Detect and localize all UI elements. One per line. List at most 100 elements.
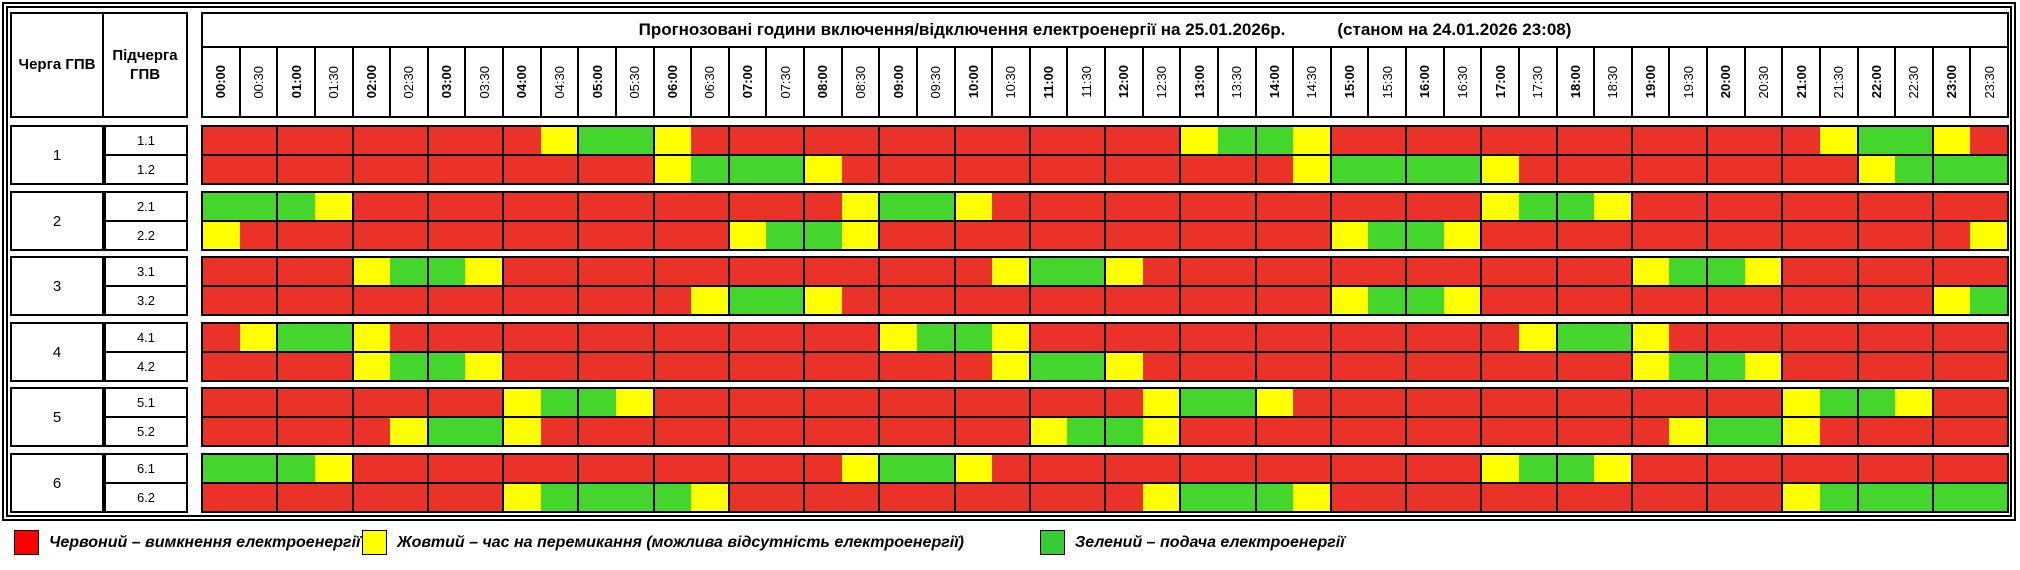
schedule-slot [1555, 418, 1595, 445]
schedule-slot [1142, 287, 1180, 314]
schedule-slot [953, 258, 993, 285]
schedule-slot [1405, 258, 1444, 285]
yellow-swatch-icon [362, 530, 387, 555]
schedule-slot [1931, 287, 1971, 314]
schedule-slot [691, 418, 728, 445]
schedule-slot [1254, 127, 1294, 154]
schedule-slot [390, 324, 427, 351]
schedule-slot [577, 222, 616, 249]
schedule-slot [878, 193, 917, 220]
schedule-slot [1819, 258, 1857, 285]
schedule-slot [652, 353, 692, 380]
schedule-slot [1594, 324, 1631, 351]
schedule-slot [390, 455, 427, 482]
schedule-slot [426, 455, 466, 482]
schedule-slot [1329, 484, 1369, 511]
schedule-slot [727, 484, 767, 511]
schedule-slot [803, 484, 842, 511]
schedule-slot [1179, 324, 1218, 351]
time-label: 21:30 [1820, 48, 1859, 116]
schedule-slot [239, 324, 277, 351]
schedule-slot [1104, 156, 1143, 183]
queue-block: 1 1.1 1.2 [10, 125, 2009, 185]
schedule-slot [314, 258, 352, 285]
schedule-slot [1594, 484, 1631, 511]
schedule-slot [276, 222, 315, 249]
schedule-slot [1217, 222, 1255, 249]
schedule-slot [652, 156, 692, 183]
subqueue-labels: 2.1 2.2 [104, 191, 188, 251]
schedule-slot [1970, 222, 2007, 249]
schedule-slot [1254, 287, 1294, 314]
schedule-slot [1067, 193, 1104, 220]
schedule-slot [803, 353, 842, 380]
schedule-slot [1744, 287, 1782, 314]
schedule-slot [803, 418, 842, 445]
time-label: 05:30 [616, 48, 655, 116]
schedule-slot [1028, 484, 1068, 511]
schedule-slot [1555, 156, 1595, 183]
schedule-slot [992, 353, 1029, 380]
time-label: 23:30 [1971, 48, 2007, 116]
schedule-slot [1594, 193, 1631, 220]
schedule-slot [390, 287, 427, 314]
schedule-slot [1405, 127, 1444, 154]
schedule-slot [803, 156, 842, 183]
schedule-slot [691, 127, 728, 154]
time-label: 22:00 [1858, 48, 1897, 116]
schedule-slot [841, 127, 879, 154]
subqueue-label: 4.2 [136, 359, 156, 374]
schedule-slot [426, 287, 466, 314]
schedule-slot [1179, 156, 1218, 183]
subqueue-label: 1.2 [136, 162, 156, 177]
schedule-slot [1781, 156, 1820, 183]
schedule-slot [1293, 222, 1330, 249]
schedule-slot [691, 193, 728, 220]
schedule-slot [426, 222, 466, 249]
schedule-slot [1293, 324, 1330, 351]
schedule-slot [1067, 222, 1104, 249]
subqueue-label: 3.1 [106, 258, 186, 287]
schedule-slot [1179, 418, 1218, 445]
subqueue-labels: 4.1 4.2 [104, 322, 188, 382]
schedule-slot [1819, 484, 1857, 511]
time-label: 08:00 [805, 48, 843, 116]
schedule-slot [1293, 455, 1330, 482]
schedule-slot [314, 353, 352, 380]
schedule-slot [727, 258, 767, 285]
schedule-slot [1970, 156, 2007, 183]
schedule-slot [841, 258, 879, 285]
status-note: (станом на 24.01.2026 23:08) [1337, 20, 1572, 39]
schedule-slot [1744, 222, 1782, 249]
schedule-slot [1443, 353, 1481, 380]
schedule-slot [841, 222, 879, 249]
schedule-slot [1028, 455, 1068, 482]
schedule-slot [916, 484, 954, 511]
schedule-slot [1142, 418, 1180, 445]
schedule-slot [1293, 353, 1330, 380]
schedule-slot [465, 324, 502, 351]
schedule-slot [803, 324, 842, 351]
schedule-slot [1028, 258, 1068, 285]
schedule-slot [1217, 324, 1255, 351]
schedule-slot [1781, 324, 1820, 351]
schedule-slot [878, 156, 917, 183]
schedule-slot [276, 455, 315, 482]
schedule-slot [239, 193, 277, 220]
subqueue-label: 4.1 [106, 324, 186, 353]
schedule-slot [314, 418, 352, 445]
schedule-slot [1555, 287, 1595, 314]
schedule-slot [691, 222, 728, 249]
time-label: 12:30 [1143, 48, 1182, 116]
schedule-slot [878, 418, 917, 445]
schedule-slot [1856, 353, 1896, 380]
green-swatch-icon [1040, 530, 1065, 555]
schedule-slot [1179, 193, 1218, 220]
title-box: Прогнозовані години включення/відключенн… [201, 12, 2009, 48]
schedule-slot [953, 353, 993, 380]
schedule-slot [426, 324, 466, 351]
schedule-slot [502, 353, 541, 380]
schedule-slot [916, 324, 954, 351]
schedule-slot [1555, 127, 1595, 154]
schedule-slot [803, 193, 842, 220]
